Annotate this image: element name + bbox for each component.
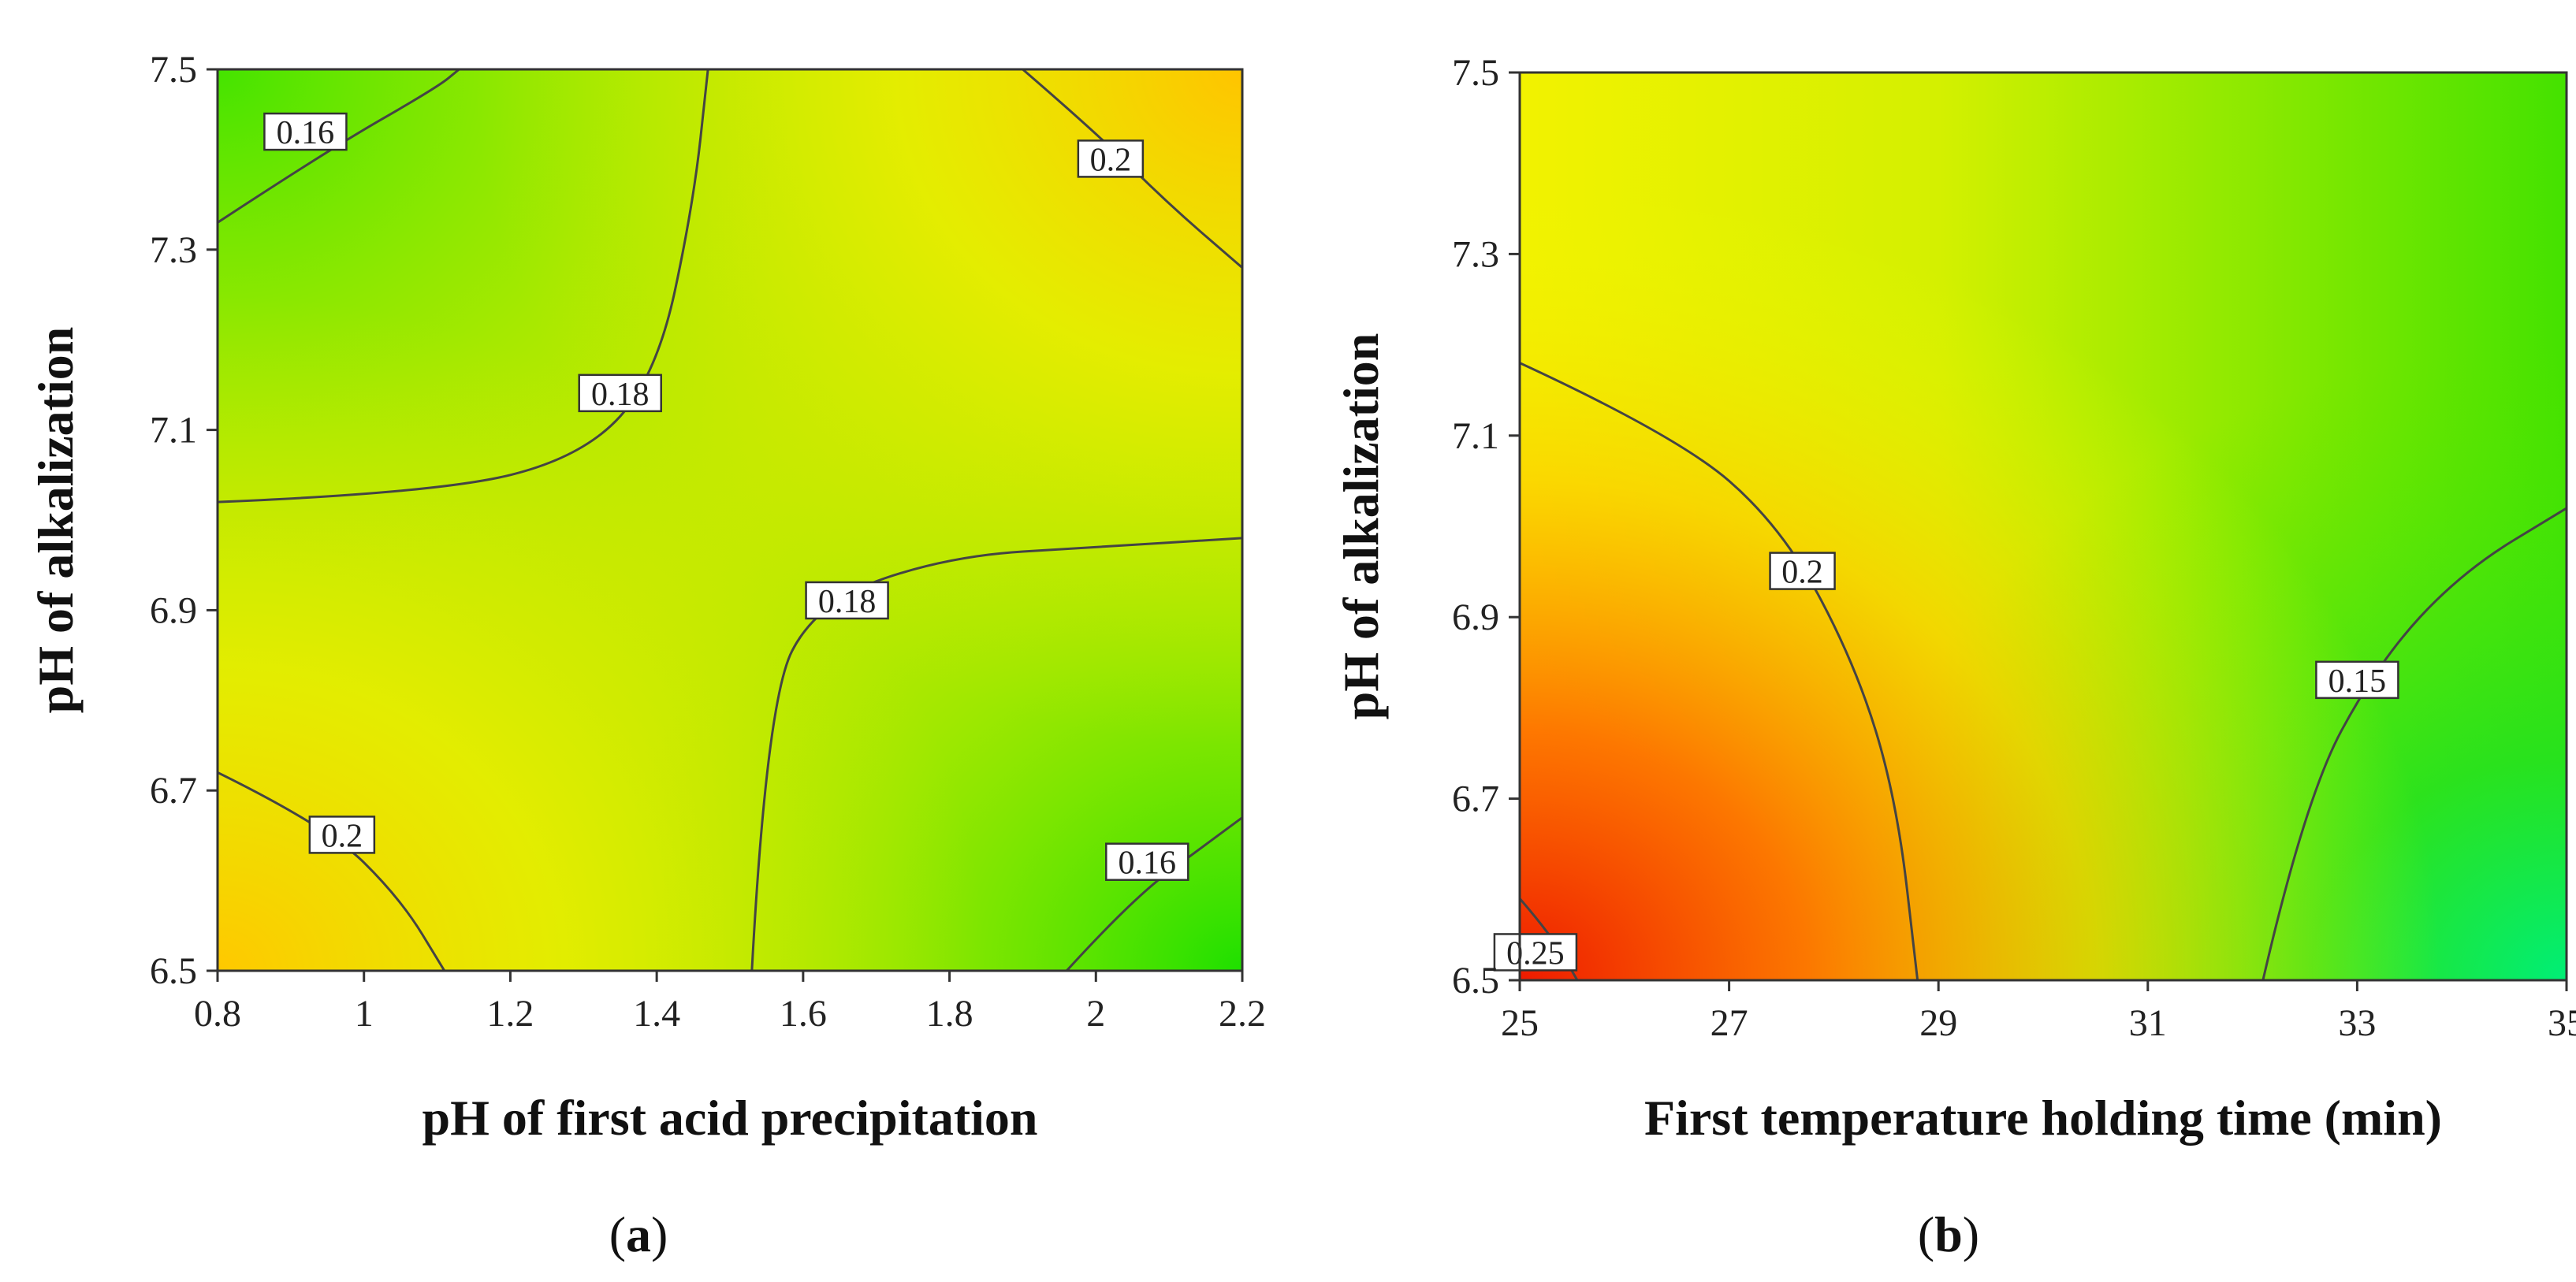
contour-label-box <box>308 816 376 854</box>
panel-b-x-tick-label: 29 <box>1919 1002 1957 1044</box>
contour-label-text: 0.2 <box>322 818 363 854</box>
panel-b-contour-line <box>1520 362 1919 980</box>
panel-a-x-axis-label: pH of first acid precipitation <box>423 1090 1038 1146</box>
panel-a-y-axis-label: pH of alkalization <box>28 327 84 714</box>
panel-b-contour-label: 0.25 <box>1493 933 1578 972</box>
panel-a-warm-top-right <box>218 69 1242 971</box>
panel-b-x-axis-label: First temperature holding time (min) <box>1644 1090 2442 1146</box>
panel-b-y-tick-label: 7.3 <box>1452 233 1499 275</box>
contour-label-text: 0.25 <box>1506 935 1565 972</box>
panel-a-contour-label: 0.2 <box>308 816 376 854</box>
panel-b-x-tick-label: 27 <box>1711 1002 1748 1044</box>
panel-b-x-tick-label: 35 <box>2548 1002 2576 1044</box>
panel-b-caption: (b) <box>1918 1206 1979 1262</box>
contour-label-text: 0.18 <box>818 584 877 620</box>
panel-a-y-tick-label: 7.1 <box>150 410 197 451</box>
panel-a-contour-label: 0.18 <box>805 581 889 620</box>
panel-a-y-tick-label: 7.3 <box>150 229 197 271</box>
panel-a-x-tick-label: 2.2 <box>1219 993 1266 1035</box>
panel-a-y-tick-label: 6.5 <box>150 950 197 992</box>
contour-label-box <box>1493 933 1578 972</box>
contour-label-box <box>263 112 348 151</box>
contour-label-box <box>1769 552 1836 590</box>
panel-a-contour-label: 0.16 <box>1105 842 1189 882</box>
panel-a-contour-label: 0.18 <box>578 373 662 413</box>
panel-a-x-tick-label: 1.8 <box>926 993 973 1035</box>
panel-b-hot-bottom-left <box>1520 72 2567 980</box>
panel-b-x-tick-label: 33 <box>2338 1002 2376 1044</box>
panel-b-contour-label: 0.2 <box>1769 552 1836 591</box>
panel-a-x-tick-label: 1.6 <box>780 993 827 1035</box>
panel-b-y-tick-label: 7.5 <box>1452 52 1499 94</box>
panel-a-y-tick-label: 7.5 <box>150 49 197 91</box>
contour-label-box <box>1105 842 1189 881</box>
contour-label-text: 0.16 <box>1119 845 1177 882</box>
contour-panel-b: 0.2 0.15 0.25 25 27 29 31 33 35 6.5 6.7 6.9 7.1 7.3… <box>1333 52 2576 1262</box>
panel-b-y-tick-label: 6.7 <box>1452 778 1499 820</box>
panel-a-contour-line <box>218 69 709 504</box>
contour-label-text: 0.2 <box>1090 142 1132 178</box>
contour-panel-a: 0.16 0.18 0.2 0.18 0.2 0.16 0.8 1 1.2 1.4 1.6 1.8 2… <box>28 49 1266 1262</box>
contour-label-text: 0.15 <box>2328 663 2387 700</box>
contour-label-box <box>2315 660 2399 700</box>
panel-b-x-tick-label: 31 <box>2129 1002 2167 1044</box>
panel-a-contour-line <box>218 69 460 224</box>
panel-a-frame <box>216 68 1244 972</box>
panel-a-x-tick-label: 0.8 <box>194 993 241 1035</box>
contour-label-text: 0.18 <box>591 377 650 413</box>
panel-a-contour-label: 0.16 <box>263 112 348 151</box>
panel-b-x-tick-label: 25 <box>1501 1002 1539 1044</box>
panel-a-contour-line <box>218 771 446 971</box>
panel-b-y-tick-label: 6.9 <box>1452 596 1499 638</box>
panel-a-y-tick-label: 6.7 <box>150 770 197 812</box>
panel-b-frame <box>1518 71 2568 982</box>
panel-b-y-axis-label: pH of alkalization <box>1333 333 1389 720</box>
panel-b-contour-label: 0.15 <box>2315 660 2399 700</box>
contour-label-box <box>1077 139 1145 178</box>
panel-a-caption: (a) <box>609 1206 668 1262</box>
panel-b-y-tick-label: 6.5 <box>1452 960 1499 1001</box>
panel-a-contour-label: 0.2 <box>1077 139 1145 178</box>
contour-label-text: 0.16 <box>277 115 335 151</box>
panel-a-y-tick-label: 6.9 <box>150 589 197 631</box>
contour-label-box <box>805 581 889 620</box>
panel-a-x-tick-label: 2 <box>1086 993 1105 1035</box>
panel-b-y-tick-label: 7.1 <box>1452 415 1499 457</box>
panel-a-x-tick-label: 1.2 <box>486 993 534 1035</box>
panel-a-x-tick-label: 1 <box>355 993 374 1035</box>
panel-a-x-tick-label: 1.4 <box>633 993 680 1035</box>
contour-label-text: 0.2 <box>1781 555 1823 591</box>
contour-label-box <box>578 373 662 413</box>
